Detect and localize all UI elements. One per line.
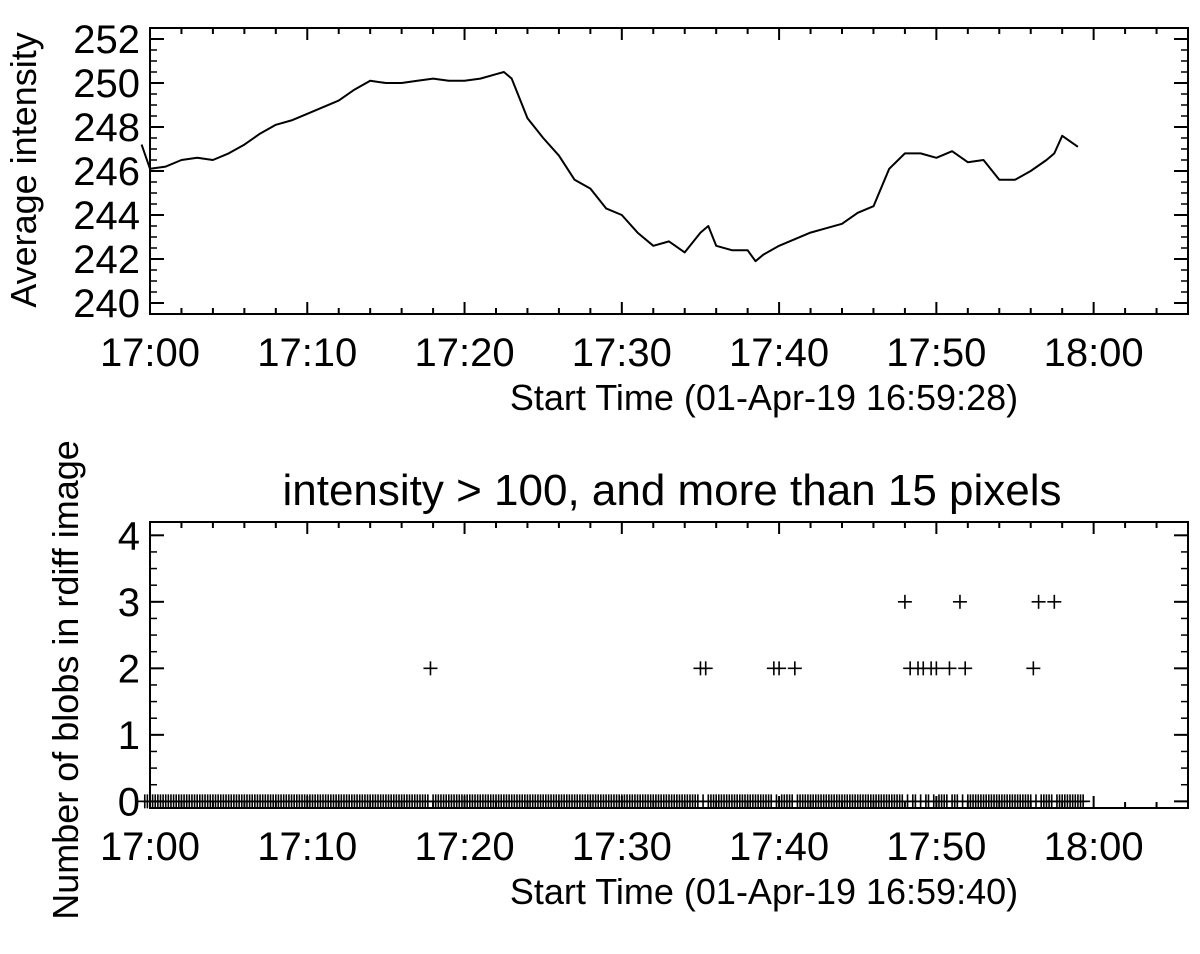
- top-chart: 17:00 17:10 17:20 17:30 17:40 17:50 18:0024024…: [3, 18, 1189, 418]
- data-point: [958, 661, 973, 676]
- y-tick-label: 240: [73, 282, 140, 326]
- x-tick-label: 17:00: [100, 825, 200, 869]
- x-tick-label: 17:40: [729, 331, 829, 375]
- y-tick-label: 252: [73, 18, 140, 62]
- y-axis-label: Number of blobs in rdiff image: [45, 440, 86, 920]
- chart-title: intensity > 100, and more than 15 pixels: [282, 466, 1061, 515]
- data-point-zero: [1076, 794, 1091, 809]
- data-point: [1031, 594, 1046, 609]
- x-axis-label: Start Time (01-Apr-19 16:59:28): [510, 377, 1018, 418]
- data-point: [772, 661, 787, 676]
- data-point: [1047, 594, 1062, 609]
- data-point: [1026, 661, 1041, 676]
- y-tick-label: 4: [118, 514, 140, 558]
- x-tick-label: 17:50: [886, 331, 986, 375]
- y-tick-label: 248: [73, 106, 140, 150]
- y-tick-label: 3: [118, 581, 140, 625]
- x-tick-label: 18:00: [1044, 331, 1144, 375]
- data-point: [897, 594, 912, 609]
- x-axis-label: Start Time (01-Apr-19 16:59:40): [510, 871, 1018, 912]
- y-axis-label: Average intensity: [3, 32, 44, 308]
- x-tick-label: 17:10: [257, 825, 357, 869]
- y-tick-label: 2: [118, 647, 140, 691]
- x-tick-label: 17:30: [572, 331, 672, 375]
- x-tick-label: 18:00: [1044, 825, 1144, 869]
- x-tick-label: 17:30: [572, 825, 672, 869]
- y-tick-label: 1: [118, 714, 140, 758]
- plot-frame: [149, 521, 1189, 809]
- data-point: [952, 594, 967, 609]
- y-tick-label: 0: [118, 780, 140, 824]
- y-tick-label: 244: [73, 194, 140, 238]
- x-tick-label: 17:20: [414, 331, 514, 375]
- data-point: [423, 661, 438, 676]
- x-tick-label: 17:40: [729, 825, 829, 869]
- y-tick-label: 242: [73, 238, 140, 282]
- y-tick-label: 250: [73, 62, 140, 106]
- data-point: [942, 661, 957, 676]
- data-point: [787, 661, 802, 676]
- y-tick-label: 246: [73, 150, 140, 194]
- x-tick-label: 17:20: [414, 825, 514, 869]
- series-line: [140, 71, 1079, 263]
- x-tick-label: 17:50: [886, 825, 986, 869]
- data-point: [929, 661, 944, 676]
- data-point: [698, 661, 713, 676]
- x-tick-label: 17:10: [257, 331, 357, 375]
- x-tick-label: 17:00: [100, 331, 200, 375]
- bottom-chart: 17:00 17:10 17:20 17:30 17:40 17:50 18:00 0 1 2 3 4…: [45, 440, 1189, 920]
